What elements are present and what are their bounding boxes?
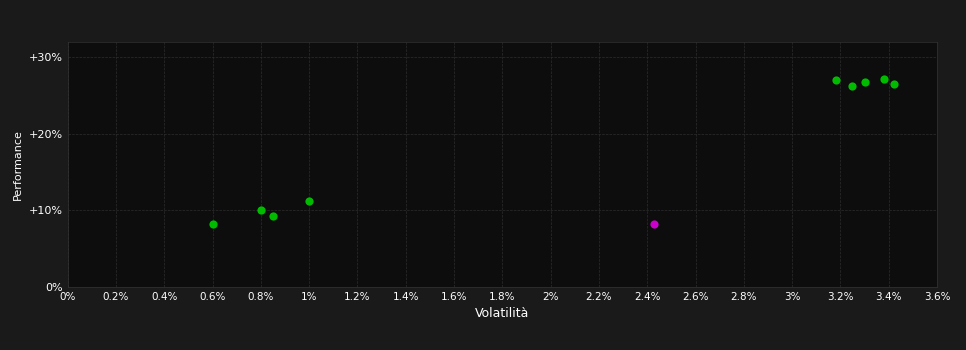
Point: [647, 222, 663, 227]
Point: [301, 198, 317, 204]
Point: [265, 213, 281, 219]
Point: [253, 208, 269, 213]
Point: [876, 76, 892, 82]
Y-axis label: Performance: Performance: [14, 129, 23, 200]
Point: [857, 79, 872, 85]
Point: [844, 83, 861, 89]
Point: [886, 81, 901, 87]
Point: [828, 77, 843, 83]
X-axis label: Volatilità: Volatilità: [475, 307, 529, 320]
Point: [205, 222, 220, 227]
